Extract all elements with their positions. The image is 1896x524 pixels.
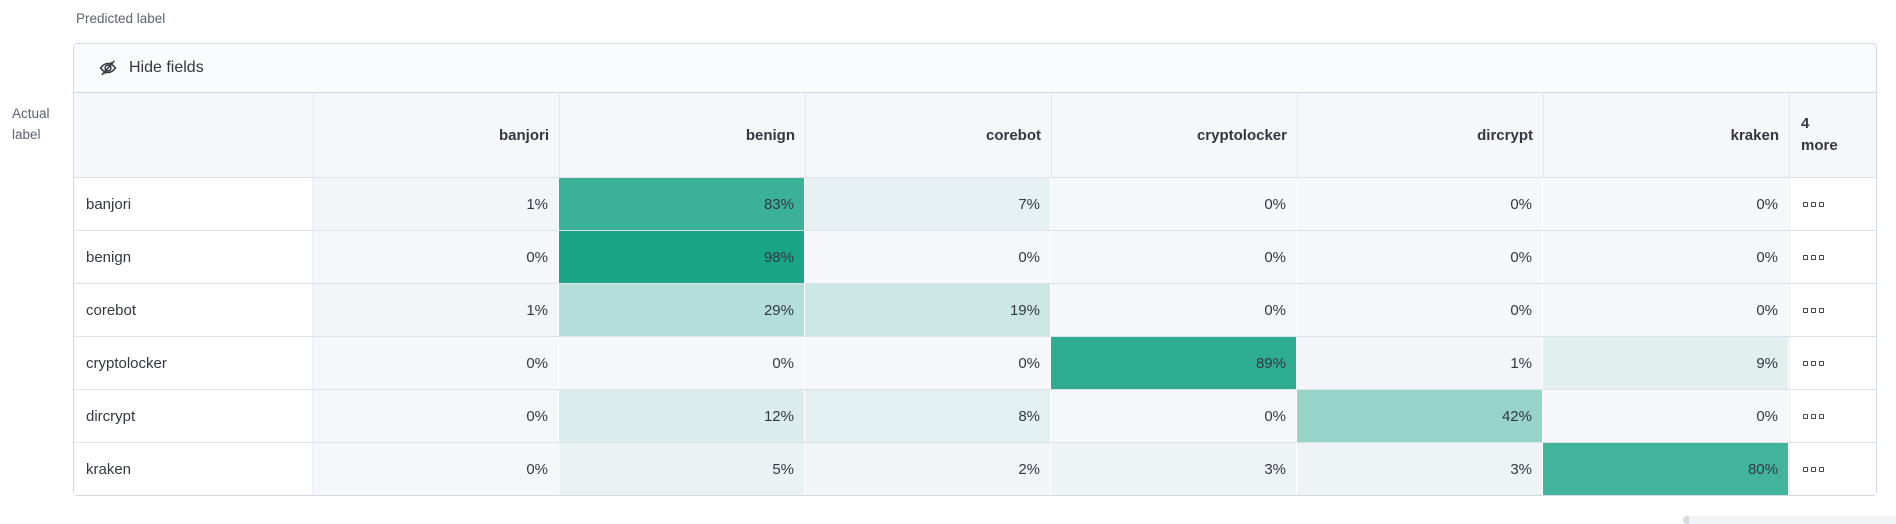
matrix-cell: 0%	[805, 337, 1051, 389]
predicted-axis-label: Predicted label	[76, 11, 166, 26]
matrix-cell: 0%	[1051, 390, 1297, 442]
matrix-cell: 83%	[559, 178, 805, 230]
matrix-cell: 12%	[559, 390, 805, 442]
box-glyph	[1811, 307, 1816, 313]
box-glyph	[1811, 360, 1816, 366]
box-glyph	[1819, 466, 1824, 472]
corner-cell	[74, 93, 313, 177]
matrix-cell: 0%	[313, 337, 559, 389]
matrix-cell: 0%	[313, 443, 559, 495]
row-label-banjori: banjori	[74, 178, 313, 230]
matrix-cell: 1%	[1297, 337, 1543, 389]
more-columns-icon[interactable]	[1789, 390, 1876, 442]
box-glyph	[1819, 413, 1824, 419]
column-header-benign[interactable]: benign	[559, 93, 805, 177]
hide-fields-button[interactable]: Hide fields	[74, 44, 1876, 93]
confusion-matrix-panel: Hide fields banjori benign corebot cryptolo…	[73, 43, 1877, 496]
matrix-header-row: banjori benign corebot cryptolocker dircrypt…	[74, 93, 1876, 177]
matrix-cell: 0%	[313, 390, 559, 442]
matrix-cell: 0%	[1297, 178, 1543, 230]
actual-axis-label: Actual label	[12, 106, 50, 142]
matrix-cell: 9%	[1543, 337, 1789, 389]
matrix-cell: 0%	[1051, 178, 1297, 230]
box-glyph	[1819, 360, 1824, 366]
matrix-row-cryptolocker: cryptolocker 0% 0% 0% 89% 1% 9%	[74, 336, 1876, 389]
matrix-cell: 0%	[559, 337, 805, 389]
matrix-cell: 3%	[1051, 443, 1297, 495]
matrix-cell: 0%	[805, 231, 1051, 283]
more-header-label: 4 more	[1801, 115, 1838, 154]
column-header-more[interactable]: 4 more	[1789, 93, 1876, 177]
box-glyph	[1811, 201, 1816, 207]
matrix-row-banjori: banjori 1% 83% 7% 0% 0% 0%	[74, 177, 1876, 230]
matrix-cell: 0%	[1543, 390, 1789, 442]
box-glyph	[1803, 466, 1808, 472]
box-glyph	[1819, 201, 1824, 207]
eye-closed-icon	[98, 58, 118, 78]
matrix-cell: 0%	[1297, 284, 1543, 336]
box-glyph	[1811, 466, 1816, 472]
more-columns-icon[interactable]	[1789, 443, 1876, 495]
box-glyph	[1811, 254, 1816, 260]
matrix-cell: 1%	[313, 284, 559, 336]
matrix-cell: 0%	[1543, 231, 1789, 283]
matrix-cell: 1%	[313, 178, 559, 230]
hide-fields-label: Hide fields	[129, 59, 204, 76]
matrix-cell: 80%	[1543, 443, 1789, 495]
matrix-cell: 0%	[1543, 178, 1789, 230]
box-glyph	[1803, 307, 1808, 313]
more-columns-icon[interactable]	[1789, 337, 1876, 389]
box-glyph	[1803, 254, 1808, 260]
matrix-cell: 0%	[1051, 231, 1297, 283]
matrix-cell: 5%	[559, 443, 805, 495]
column-header-cryptolocker[interactable]: cryptolocker	[1051, 93, 1297, 177]
column-header-dircrypt[interactable]: dircrypt	[1297, 93, 1543, 177]
more-columns-icon[interactable]	[1789, 284, 1876, 336]
matrix-cell: 0%	[1051, 284, 1297, 336]
matrix-cell: 42%	[1297, 390, 1543, 442]
matrix-cell: 0%	[1543, 284, 1789, 336]
matrix-cell: 19%	[805, 284, 1051, 336]
matrix-cell: 8%	[805, 390, 1051, 442]
column-header-banjori[interactable]: banjori	[313, 93, 559, 177]
box-glyph	[1803, 360, 1808, 366]
matrix-row-dircrypt: dircrypt 0% 12% 8% 0% 42% 0%	[74, 389, 1876, 442]
matrix-cell: 7%	[805, 178, 1051, 230]
box-glyph	[1803, 201, 1808, 207]
matrix-cell: 89%	[1051, 337, 1297, 389]
column-header-corebot[interactable]: corebot	[805, 93, 1051, 177]
matrix-row-corebot: corebot 1% 29% 19% 0% 0% 0%	[74, 283, 1876, 336]
matrix-grid: banjori benign corebot cryptolocker dircrypt…	[74, 93, 1876, 495]
column-header-kraken[interactable]: kraken	[1543, 93, 1789, 177]
row-label-benign: benign	[74, 231, 313, 283]
scrollbar-thumb-cap	[1683, 516, 1689, 524]
matrix-row-benign: benign 0% 98% 0% 0% 0% 0%	[74, 230, 1876, 283]
box-glyph	[1819, 254, 1824, 260]
matrix-cell: 0%	[313, 231, 559, 283]
matrix-cell: 0%	[1297, 231, 1543, 283]
matrix-row-kraken: kraken 0% 5% 2% 3% 3% 80%	[74, 442, 1876, 495]
row-label-kraken: kraken	[74, 443, 313, 495]
more-columns-icon[interactable]	[1789, 231, 1876, 283]
row-label-corebot: corebot	[74, 284, 313, 336]
box-glyph	[1811, 413, 1816, 419]
row-label-cryptolocker: cryptolocker	[74, 337, 313, 389]
matrix-cell: 98%	[559, 231, 805, 283]
more-columns-icon[interactable]	[1789, 178, 1876, 230]
box-glyph	[1803, 413, 1808, 419]
box-glyph	[1819, 307, 1824, 313]
horizontal-scrollbar[interactable]	[1683, 516, 1896, 524]
matrix-cell: 29%	[559, 284, 805, 336]
matrix-cell: 3%	[1297, 443, 1543, 495]
matrix-cell: 2%	[805, 443, 1051, 495]
row-label-dircrypt: dircrypt	[74, 390, 313, 442]
